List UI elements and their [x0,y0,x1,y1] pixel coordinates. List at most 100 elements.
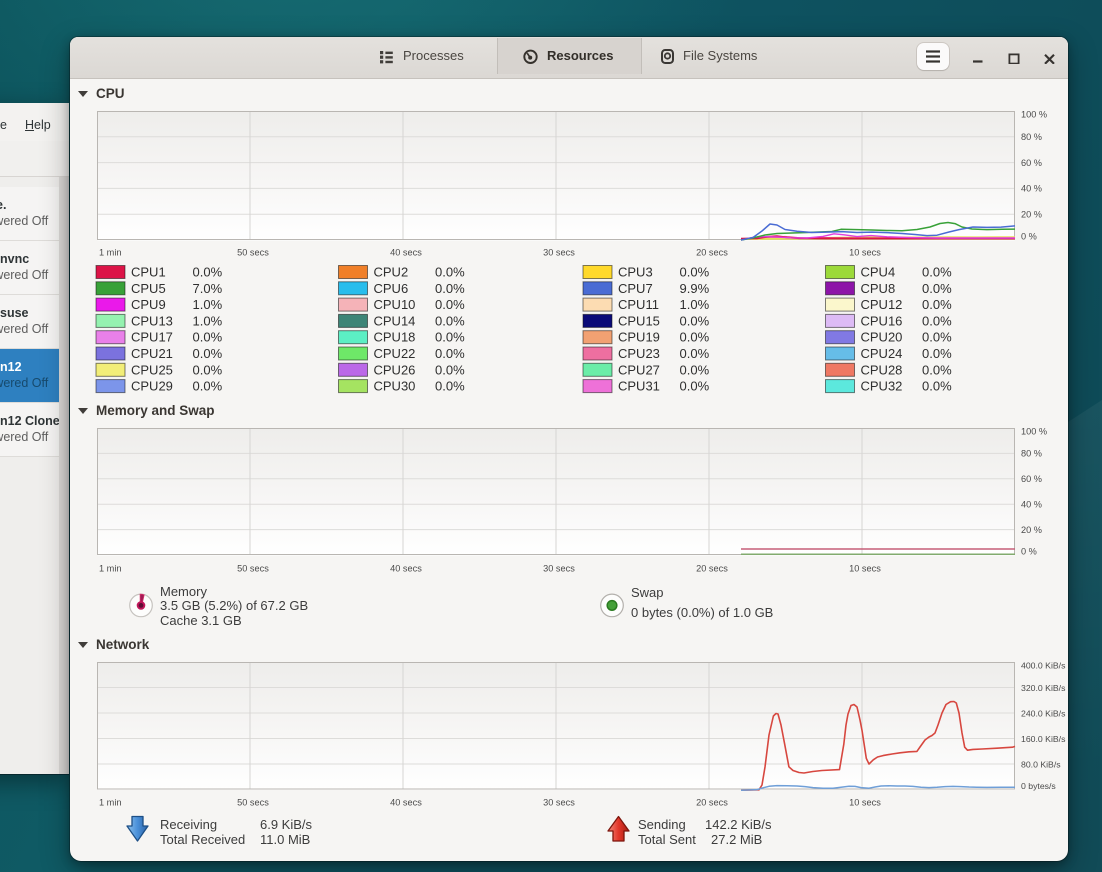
svg-text:CPU5: CPU5 [131,281,166,296]
svg-text:CPU21: CPU21 [131,346,173,361]
svg-text:CPU4: CPU4 [861,265,896,280]
svg-text:0.0%: 0.0% [435,265,465,280]
svg-text:0.0%: 0.0% [680,362,710,377]
svg-text:0.0%: 0.0% [435,330,465,345]
svg-text:CPU28: CPU28 [861,362,903,377]
svg-text:CPU2: CPU2 [374,265,409,280]
svg-text:CPU10: CPU10 [374,297,416,312]
svg-text:CPU11: CPU11 [618,297,659,312]
svg-text:0.0%: 0.0% [922,330,952,345]
svg-text:20 %: 20 % [1021,210,1042,220]
svg-text:10 secs: 10 secs [849,798,881,808]
svg-text:CPU12: CPU12 [861,297,903,312]
svg-text:80.0 KiB/s: 80.0 KiB/s [1021,759,1061,769]
svg-text:1 min: 1 min [99,564,121,574]
svg-text:CPU27: CPU27 [618,362,660,377]
svg-text:CPU9: CPU9 [131,297,166,312]
svg-text:CPU20: CPU20 [861,330,903,345]
svg-text:0.0%: 0.0% [435,313,465,328]
svg-text:20 secs: 20 secs [696,248,728,258]
svg-text:10 secs: 10 secs [849,248,881,258]
svg-text:CPU22: CPU22 [374,346,416,361]
svg-text:100 %: 100 % [1021,110,1047,120]
svg-text:CPU30: CPU30 [374,379,416,394]
svg-text:0.0%: 0.0% [680,313,710,328]
svg-text:CPU7: CPU7 [618,281,653,296]
svg-text:CPU15: CPU15 [618,313,660,328]
svg-text:1.0%: 1.0% [193,313,223,328]
svg-text:CPU14: CPU14 [374,313,416,328]
svg-text:CPU32: CPU32 [861,379,903,394]
svg-text:40 secs: 40 secs [390,564,422,574]
svg-text:0.0%: 0.0% [680,379,710,394]
svg-text:0.0%: 0.0% [435,362,465,377]
svg-text:0.0%: 0.0% [193,362,223,377]
svg-text:400.0 KiB/s: 400.0 KiB/s [1021,661,1066,671]
svg-text:CPU29: CPU29 [131,379,173,394]
svg-text:0.0%: 0.0% [435,346,465,361]
svg-text:0.0%: 0.0% [435,379,465,394]
svg-text:0.0%: 0.0% [922,379,952,394]
svg-text:0 %: 0 % [1021,547,1037,557]
svg-text:CPU31: CPU31 [618,379,660,394]
svg-text:0.0%: 0.0% [193,265,223,280]
svg-text:40 %: 40 % [1021,500,1042,510]
svg-text:20 secs: 20 secs [696,564,728,574]
svg-text:0.0%: 0.0% [193,330,223,345]
svg-text:CPU16: CPU16 [861,313,903,328]
svg-text:30 secs: 30 secs [543,248,575,258]
svg-text:0.0%: 0.0% [922,281,952,296]
svg-text:0.0%: 0.0% [922,313,952,328]
svg-text:30 secs: 30 secs [543,798,575,808]
svg-text:20 %: 20 % [1021,525,1042,535]
svg-text:50 secs: 50 secs [237,248,269,258]
svg-text:CPU18: CPU18 [374,330,416,345]
svg-text:20 secs: 20 secs [696,798,728,808]
svg-text:CPU23: CPU23 [618,346,660,361]
svg-text:1.0%: 1.0% [680,297,710,312]
svg-text:0.0%: 0.0% [680,265,710,280]
svg-text:0.0%: 0.0% [922,265,952,280]
svg-text:40 %: 40 % [1021,184,1042,194]
svg-text:CPU17: CPU17 [131,330,173,345]
svg-text:0 %: 0 % [1021,232,1037,242]
svg-text:30 secs: 30 secs [543,564,575,574]
svg-text:10 secs: 10 secs [849,564,881,574]
svg-text:0.0%: 0.0% [680,346,710,361]
svg-text:0.0%: 0.0% [193,346,223,361]
svg-text:CPU26: CPU26 [374,362,416,377]
svg-text:CPU8: CPU8 [861,281,896,296]
svg-text:160.0 KiB/s: 160.0 KiB/s [1021,734,1066,744]
svg-text:50 secs: 50 secs [237,798,269,808]
svg-text:CPU13: CPU13 [131,313,173,328]
svg-text:80 %: 80 % [1021,132,1042,142]
svg-text:CPU24: CPU24 [861,346,903,361]
svg-text:CPU3: CPU3 [618,265,653,280]
svg-text:CPU25: CPU25 [131,362,173,377]
svg-text:0 bytes/s: 0 bytes/s [1021,781,1056,791]
svg-text:0.0%: 0.0% [435,281,465,296]
svg-text:9.9%: 9.9% [680,281,710,296]
svg-text:0.0%: 0.0% [680,330,710,345]
svg-text:CPU6: CPU6 [374,281,409,296]
svg-text:100 %: 100 % [1021,427,1047,437]
svg-text:0.0%: 0.0% [922,362,952,377]
svg-text:40 secs: 40 secs [390,248,422,258]
svg-text:80 %: 80 % [1021,449,1042,459]
svg-text:60 %: 60 % [1021,474,1042,484]
svg-text:240.0 KiB/s: 240.0 KiB/s [1021,708,1066,718]
svg-text:1 min: 1 min [99,798,121,808]
svg-text:1 min: 1 min [99,248,121,258]
svg-text:60 %: 60 % [1021,158,1042,168]
svg-text:CPU1: CPU1 [131,265,166,280]
svg-text:1.0%: 1.0% [193,297,223,312]
svg-text:0.0%: 0.0% [922,346,952,361]
svg-text:0.0%: 0.0% [193,379,223,394]
svg-text:320.0 KiB/s: 320.0 KiB/s [1021,683,1066,693]
svg-text:40 secs: 40 secs [390,798,422,808]
svg-text:CPU19: CPU19 [618,330,660,345]
svg-text:0.0%: 0.0% [922,297,952,312]
svg-text:50 secs: 50 secs [237,564,269,574]
svg-text:7.0%: 7.0% [193,281,223,296]
svg-text:0.0%: 0.0% [435,297,465,312]
